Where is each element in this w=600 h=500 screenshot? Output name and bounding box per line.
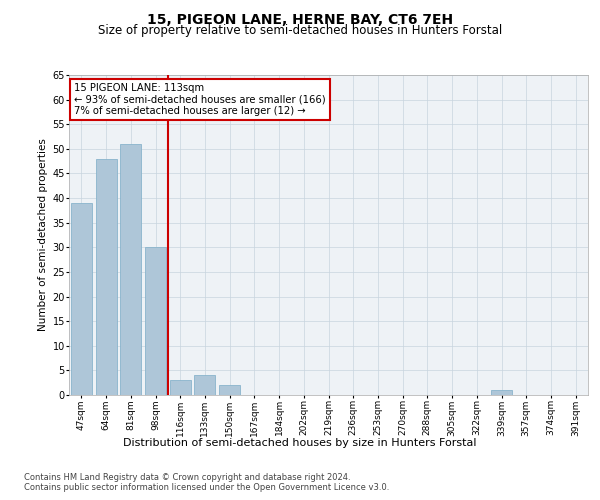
Bar: [170, 380, 191, 395]
Text: Contains HM Land Registry data © Crown copyright and database right 2024.: Contains HM Land Registry data © Crown c…: [24, 472, 350, 482]
Text: 15 PIGEON LANE: 113sqm
← 93% of semi-detached houses are smaller (166)
7% of sem: 15 PIGEON LANE: 113sqm ← 93% of semi-det…: [74, 83, 326, 116]
Bar: [95, 158, 116, 395]
Bar: [120, 144, 141, 395]
Bar: [219, 385, 240, 395]
Text: 15, PIGEON LANE, HERNE BAY, CT6 7EH: 15, PIGEON LANE, HERNE BAY, CT6 7EH: [147, 12, 453, 26]
Bar: [71, 203, 92, 395]
Bar: [491, 390, 512, 395]
Bar: [145, 248, 166, 395]
Text: Size of property relative to semi-detached houses in Hunters Forstal: Size of property relative to semi-detach…: [98, 24, 502, 37]
Bar: [194, 376, 215, 395]
Text: Contains public sector information licensed under the Open Government Licence v3: Contains public sector information licen…: [24, 482, 389, 492]
Text: Distribution of semi-detached houses by size in Hunters Forstal: Distribution of semi-detached houses by …: [123, 438, 477, 448]
Y-axis label: Number of semi-detached properties: Number of semi-detached properties: [38, 138, 48, 332]
